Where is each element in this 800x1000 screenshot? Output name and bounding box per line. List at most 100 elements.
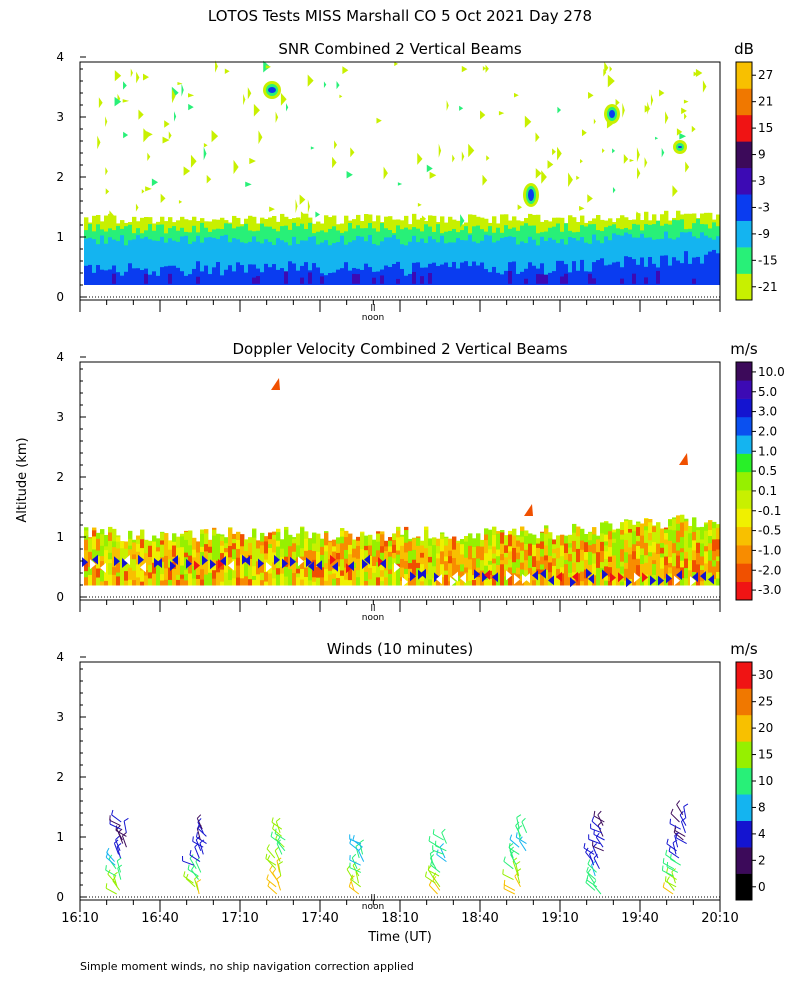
snr-sparse-echo (188, 103, 194, 111)
snr-cell (376, 245, 381, 285)
doppler-cell (376, 533, 381, 542)
wind-barb-flag (509, 834, 513, 840)
snr-cell (120, 275, 125, 285)
wind-barb-shaft (429, 853, 434, 866)
doppler-cell (200, 533, 205, 547)
doppler-cell (272, 539, 277, 553)
doppler-cell (140, 538, 145, 549)
doppler-speckle (556, 571, 562, 582)
doppler-cell (324, 550, 329, 564)
snr-cell (112, 239, 117, 285)
doppler-cell (464, 580, 469, 586)
doppler-cell (84, 570, 89, 578)
doppler-cell (324, 544, 329, 552)
doppler-cell (104, 568, 109, 581)
doppler-cell (344, 567, 349, 580)
doppler-cell (608, 530, 613, 540)
snr-cell (144, 236, 149, 285)
snr-cell (288, 261, 293, 285)
wind-barb-shaft (674, 829, 686, 837)
doppler-cell (376, 549, 381, 563)
wind-barb-flag (515, 821, 520, 826)
wind-barb-shaft (199, 842, 204, 855)
wind-barb-shaft (512, 860, 518, 873)
wind-barb-shaft (196, 828, 201, 841)
snr-cell (576, 270, 581, 285)
doppler-cell (612, 554, 617, 563)
doppler-cell (432, 565, 437, 579)
snr-cell (104, 243, 109, 285)
doppler-cell (700, 533, 705, 540)
doppler-cell (220, 569, 225, 582)
doppler-cell (516, 546, 521, 553)
doppler-cell (188, 532, 193, 546)
snr-cell (144, 273, 148, 284)
doppler-cell (252, 528, 257, 538)
winds-colorbar-swatch (736, 767, 752, 795)
snr-cell (116, 241, 121, 285)
snr-echo-blob (609, 110, 615, 118)
snr-cell (216, 262, 221, 285)
doppler-cell (356, 569, 361, 578)
winds-colorbar-swatch (736, 820, 752, 848)
doppler-cell (380, 569, 385, 577)
doppler-cell (560, 555, 565, 568)
doppler-cell (528, 533, 533, 544)
snr-sparse-echo (295, 199, 298, 214)
wind-barb-shaft (673, 831, 684, 841)
snr-cell (168, 273, 172, 284)
time-tick-label: 19:10 (541, 911, 578, 926)
doppler-speckle (522, 574, 528, 585)
doppler-cell (148, 564, 153, 573)
wind-barb-flag (430, 850, 435, 854)
doppler-cell (636, 545, 641, 559)
snr-cell (560, 260, 565, 285)
snr-cell (576, 240, 581, 285)
doppler-cell (584, 577, 589, 586)
doppler-cell (244, 562, 249, 570)
doppler-cell (644, 554, 649, 563)
doppler-speckle (308, 561, 314, 572)
doppler-cell (248, 578, 253, 586)
snr-cell (588, 243, 593, 285)
doppler-colorbar-label: 2.0 (758, 424, 777, 438)
doppler-cell (252, 545, 257, 558)
wind-barb-shaft (276, 843, 283, 855)
wind-barb-flag (661, 865, 664, 871)
doppler-cell (388, 537, 393, 541)
doppler-cell (112, 574, 117, 586)
wind-barb-shaft (194, 878, 199, 891)
doppler-cell (572, 562, 577, 573)
doppler-cell (296, 576, 301, 586)
wind-barb-shaft (115, 830, 127, 837)
doppler-cell (500, 553, 505, 561)
snr-cell (264, 263, 269, 285)
doppler-cell (604, 534, 609, 542)
snr-sparse-echo (172, 88, 176, 104)
snr-colorbar-units: dB (734, 40, 754, 58)
snr-sparse-echo (265, 65, 272, 69)
doppler-cell (364, 580, 369, 586)
doppler-cell (504, 552, 509, 558)
doppler-cell (180, 569, 185, 575)
wind-barb-shaft (425, 876, 436, 884)
doppler-cell (560, 544, 565, 557)
wind-barb-flag (670, 808, 674, 814)
wind-barb-shaft (192, 840, 204, 848)
doppler-cell (488, 529, 493, 541)
doppler-cell (440, 532, 445, 534)
snr-cell (208, 274, 213, 285)
doppler-cell (248, 537, 253, 543)
snr-cell (292, 236, 297, 285)
snr-cell (104, 270, 109, 285)
wind-barb-flag (662, 858, 665, 864)
doppler-cell (608, 561, 613, 568)
doppler-cell (328, 540, 333, 543)
doppler-cell (348, 544, 353, 555)
doppler-colorbar-swatch (736, 545, 752, 564)
snr-sparse-echo (568, 172, 573, 187)
wind-barb-shaft (109, 819, 121, 827)
doppler-cell (348, 553, 353, 562)
snr-cell (180, 271, 185, 285)
doppler-data-area (82, 378, 721, 588)
